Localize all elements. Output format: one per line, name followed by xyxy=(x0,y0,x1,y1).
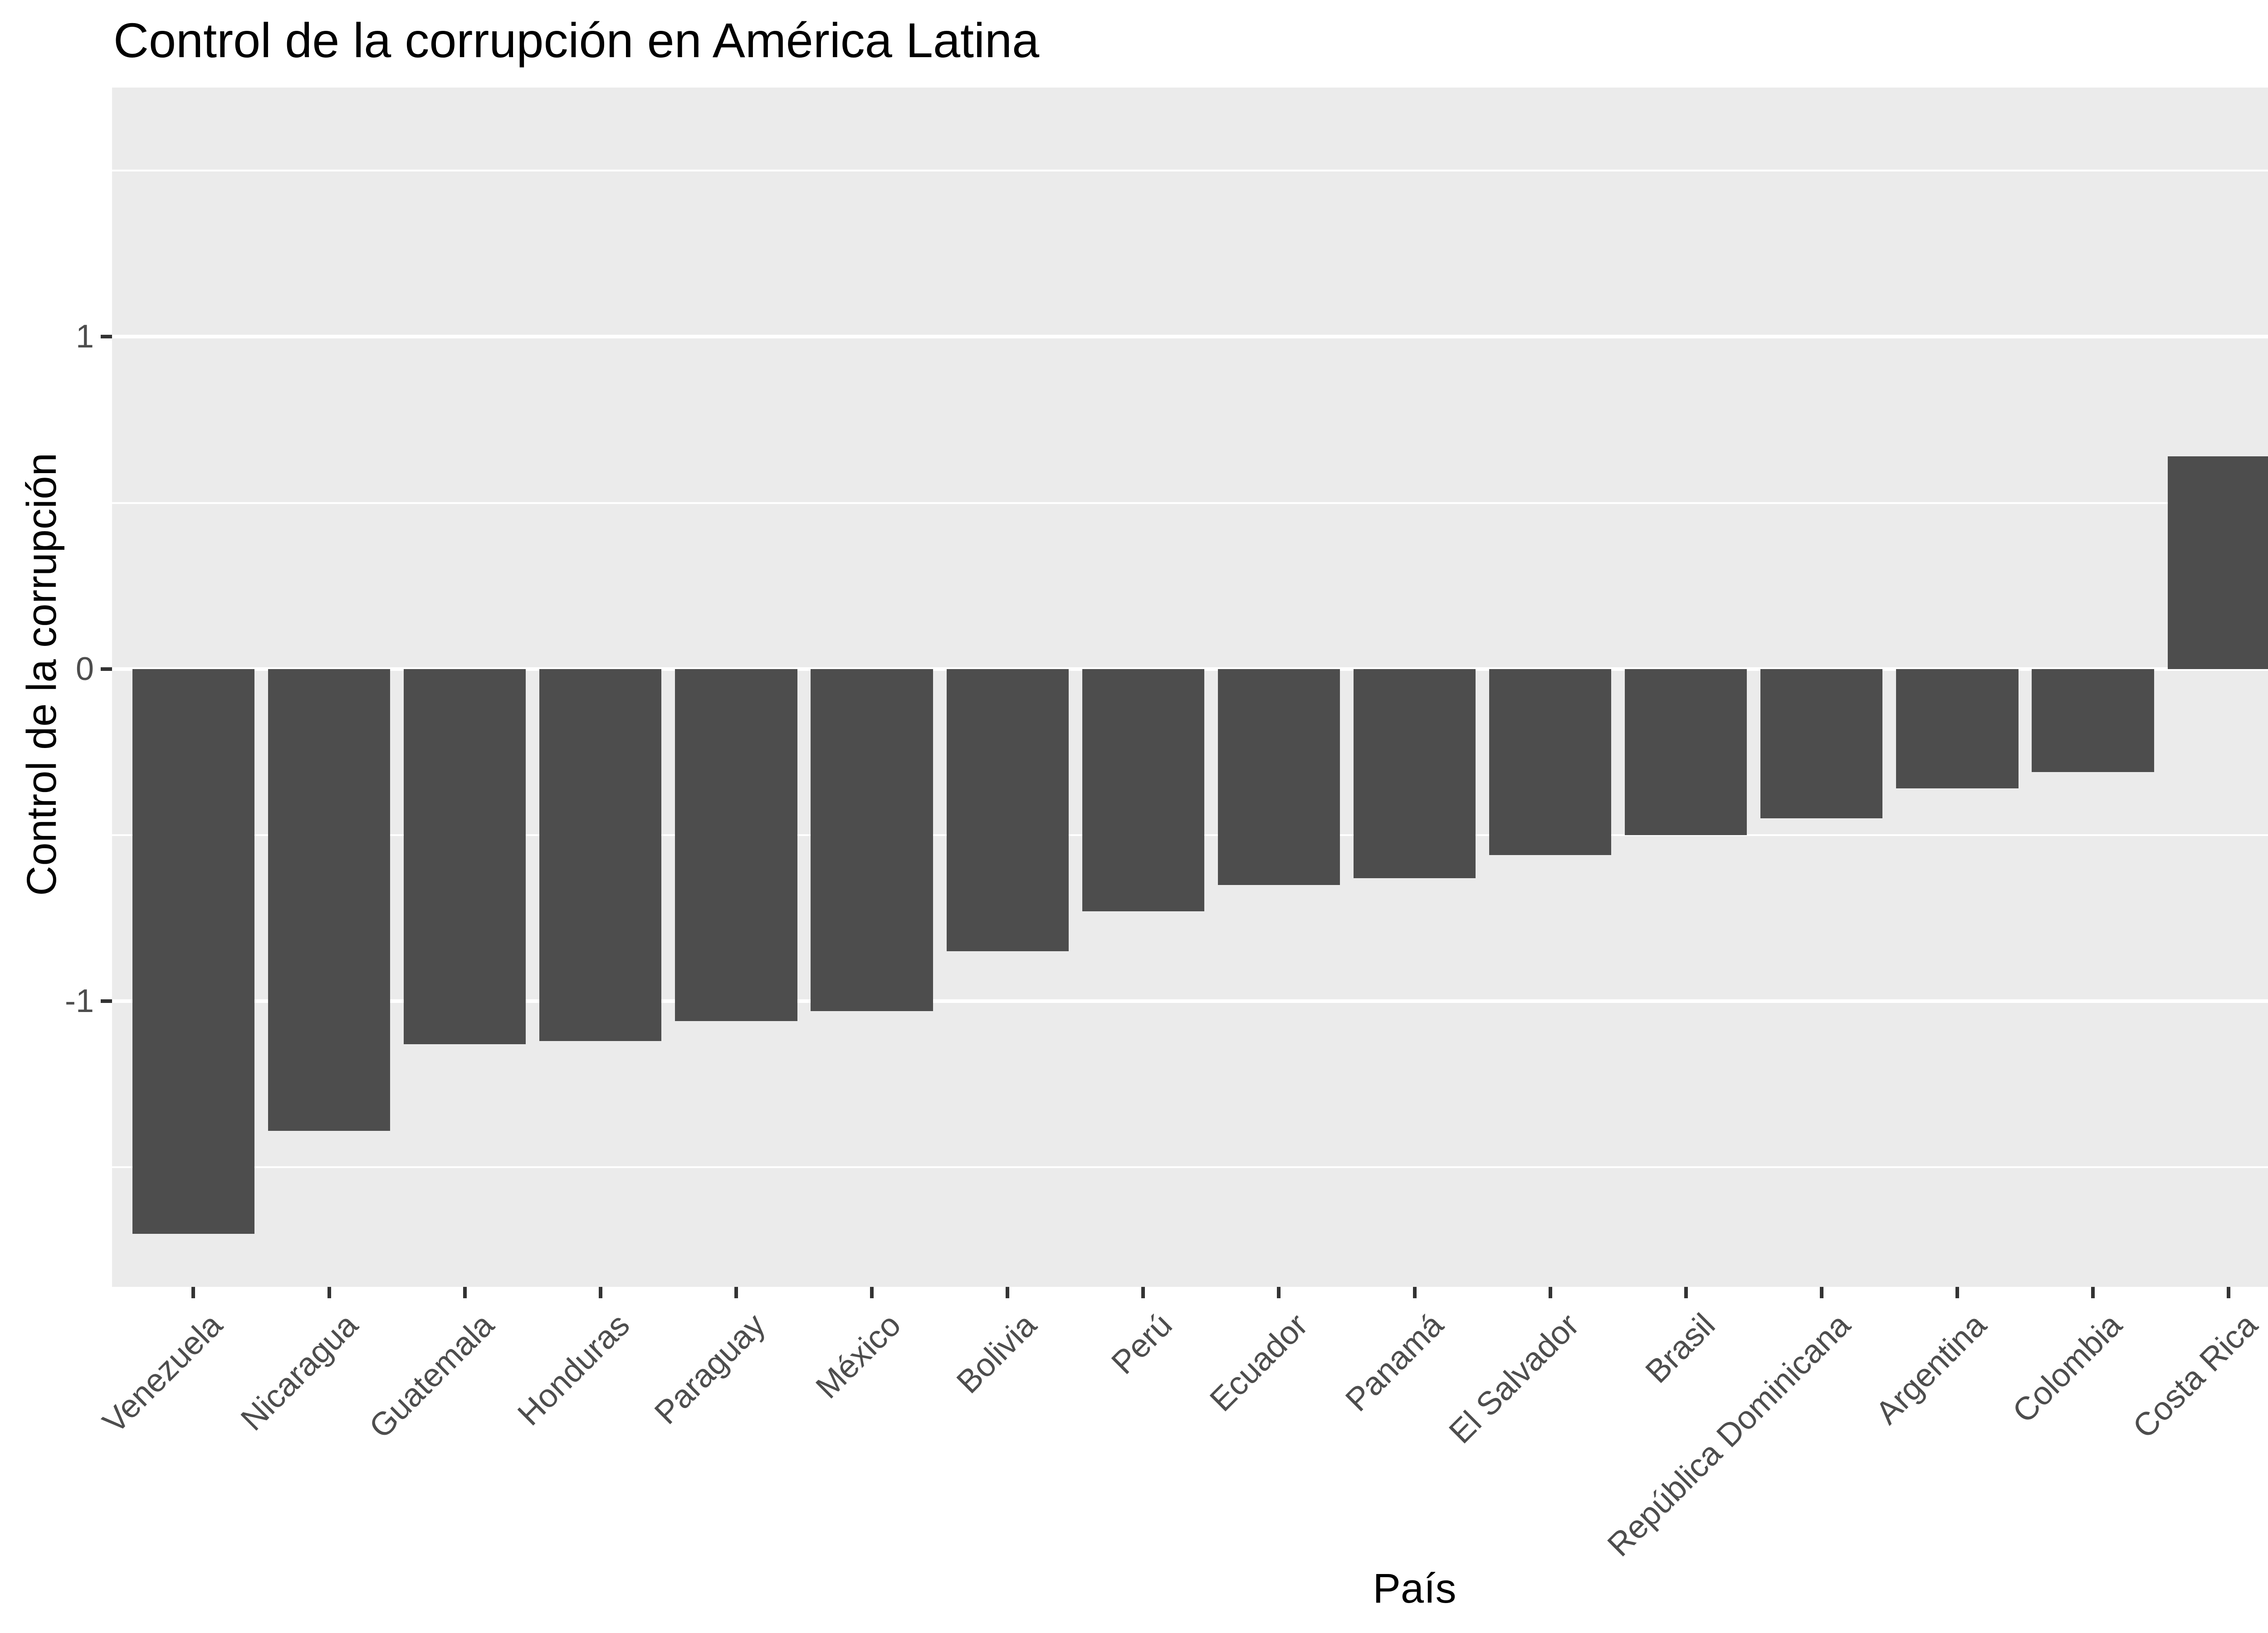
x-tick-mark xyxy=(870,1287,874,1298)
y-tick-label--1: -1 xyxy=(64,983,94,1020)
gridline-major xyxy=(112,999,2268,1003)
x-tick-mark xyxy=(191,1287,196,1298)
gridline-minor xyxy=(112,1166,2268,1169)
gridline-minor xyxy=(112,170,2268,172)
x-tick-label-bolivia: Bolivia xyxy=(949,1306,1044,1401)
x-tick-label-ecuador: Ecuador xyxy=(1203,1306,1315,1418)
x-tick-label-el-salvador: El Salvador xyxy=(1442,1306,1586,1451)
bar-mexico xyxy=(811,669,933,1012)
bar-nicaragua xyxy=(268,669,391,1131)
x-tick-mark xyxy=(2227,1287,2231,1298)
plot-panel xyxy=(112,88,2268,1287)
x-tick-label-costa-rica: Costa Rica xyxy=(2126,1306,2265,1446)
bar-paraguay xyxy=(675,669,797,1022)
bar-argentina xyxy=(1896,669,2019,789)
y-tick-label-1: 1 xyxy=(75,318,94,355)
x-tick-mark xyxy=(1548,1287,1552,1298)
x-tick-mark xyxy=(327,1287,331,1298)
x-tick-label-venezuela: Venezuela xyxy=(96,1306,230,1441)
x-tick-mark xyxy=(734,1287,738,1298)
bar-republica-dominicana xyxy=(1760,669,1883,819)
x-tick-mark xyxy=(2091,1287,2095,1298)
x-tick-mark xyxy=(1277,1287,1281,1298)
y-tick-label-0: 0 xyxy=(75,650,94,687)
y-tick-mark xyxy=(101,999,112,1003)
x-tick-label-honduras: Honduras xyxy=(510,1306,637,1433)
x-tick-label-guatemala: Guatemala xyxy=(362,1306,501,1446)
x-tick-label-mexico: México xyxy=(809,1306,908,1406)
x-tick-mark xyxy=(1819,1287,1823,1298)
chart-title: Control de la corrupción en América Lati… xyxy=(113,13,1040,68)
y-axis-title: Control de la corrupción xyxy=(19,453,65,896)
bar-el-salvador xyxy=(1489,669,1612,855)
x-tick-label-peru: Perú xyxy=(1105,1306,1179,1381)
x-tick-mark xyxy=(1955,1287,1959,1298)
gridline-minor xyxy=(112,502,2268,504)
bar-costa-rica xyxy=(2167,456,2268,669)
x-tick-label-republica-dominicana: República Dominicana xyxy=(1601,1306,1858,1564)
x-tick-label-nicaragua: Nicaragua xyxy=(234,1306,365,1438)
x-axis-title: País xyxy=(1373,1565,1457,1612)
x-tick-label-argentina: Argentina xyxy=(1868,1306,1994,1432)
y-tick-mark xyxy=(101,667,112,671)
bar-brasil xyxy=(1625,669,1747,835)
x-tick-mark xyxy=(1141,1287,1145,1298)
x-tick-mark xyxy=(1413,1287,1417,1298)
x-tick-mark xyxy=(463,1287,467,1298)
x-tick-label-colombia: Colombia xyxy=(2005,1306,2129,1430)
bar-panama xyxy=(1353,669,1476,879)
x-tick-mark xyxy=(1006,1287,1010,1298)
bar-peru xyxy=(1082,669,1204,912)
bar-bolivia xyxy=(946,669,1069,952)
bar-venezuela xyxy=(132,669,255,1234)
x-tick-mark xyxy=(1684,1287,1688,1298)
x-tick-mark xyxy=(598,1287,602,1298)
bar-ecuador xyxy=(1217,669,1340,885)
x-tick-label-paraguay: Paraguay xyxy=(647,1306,772,1432)
gridline-major xyxy=(112,335,2268,339)
y-tick-mark xyxy=(101,335,112,339)
bar-honduras xyxy=(539,669,662,1041)
x-tick-label-panama: Panamá xyxy=(1339,1306,1451,1418)
bar-colombia xyxy=(2032,669,2154,772)
bar-guatemala xyxy=(404,669,526,1045)
x-tick-label-brasil: Brasil xyxy=(1638,1306,1722,1390)
